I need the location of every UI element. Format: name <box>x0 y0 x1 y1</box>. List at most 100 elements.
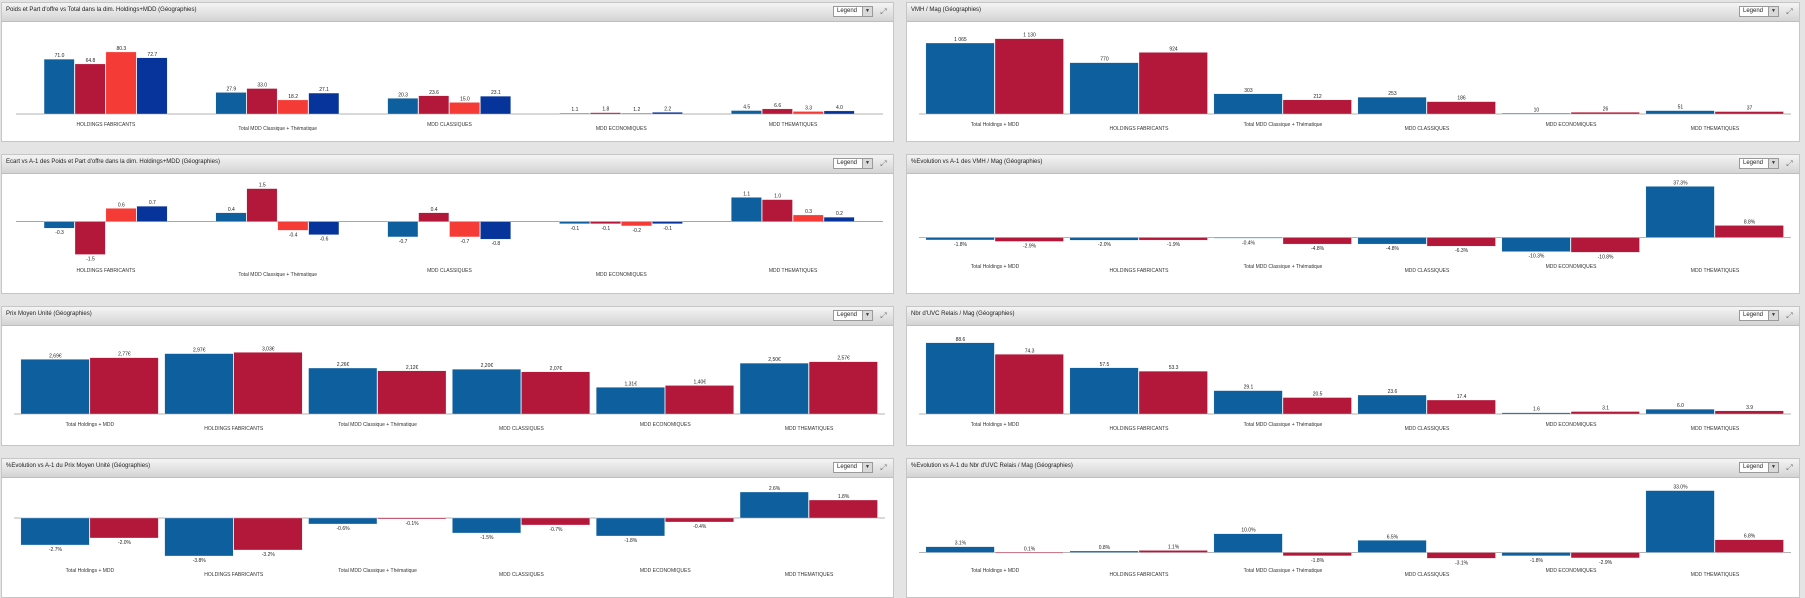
bar[interactable] <box>1714 111 1784 115</box>
bar[interactable] <box>559 113 590 115</box>
bar[interactable] <box>596 387 665 415</box>
bar[interactable] <box>994 552 1064 554</box>
legend-dropdown[interactable]: Legend ▼ <box>1739 310 1779 321</box>
bar[interactable] <box>1357 237 1427 245</box>
bar[interactable] <box>215 92 247 115</box>
bar[interactable] <box>621 112 652 115</box>
bar[interactable] <box>105 208 137 222</box>
bar[interactable] <box>652 112 683 115</box>
expand-icon[interactable]: ⤢ <box>1786 311 1793 320</box>
bar[interactable] <box>1357 540 1427 553</box>
bar[interactable] <box>20 517 90 546</box>
bar[interactable] <box>1645 110 1715 115</box>
bar[interactable] <box>1570 411 1640 415</box>
bar[interactable] <box>89 357 159 415</box>
bar[interactable] <box>1213 533 1283 553</box>
bar[interactable] <box>731 110 762 115</box>
bar[interactable] <box>792 214 824 222</box>
bar[interactable] <box>1645 409 1715 415</box>
bar[interactable] <box>1138 550 1208 553</box>
bar[interactable] <box>164 353 234 415</box>
bar[interactable] <box>1501 237 1571 252</box>
bar[interactable] <box>621 221 652 227</box>
bar[interactable] <box>308 367 378 415</box>
bar[interactable] <box>418 95 450 115</box>
bar[interactable] <box>387 221 419 238</box>
bar[interactable] <box>739 491 809 519</box>
expand-icon[interactable]: ⤢ <box>880 311 887 320</box>
bar[interactable] <box>1138 370 1208 415</box>
bar[interactable] <box>1501 412 1571 415</box>
bar[interactable] <box>308 517 378 525</box>
bar[interactable] <box>1645 186 1715 238</box>
bar[interactable] <box>233 352 303 415</box>
bar[interactable] <box>925 237 995 241</box>
bar[interactable] <box>277 221 309 231</box>
bar[interactable] <box>377 517 447 520</box>
bar[interactable] <box>136 206 168 222</box>
bar[interactable] <box>808 361 878 415</box>
bar[interactable] <box>925 546 995 553</box>
legend-dropdown[interactable]: Legend ▼ <box>1739 462 1779 473</box>
bar[interactable] <box>925 42 995 115</box>
bar[interactable] <box>452 517 521 534</box>
legend-dropdown[interactable]: Legend ▼ <box>833 158 873 169</box>
bar[interactable] <box>1282 99 1352 115</box>
expand-icon[interactable]: ⤢ <box>880 159 887 168</box>
legend-dropdown[interactable]: Legend ▼ <box>1739 6 1779 17</box>
bar[interactable] <box>43 58 75 115</box>
bar[interactable] <box>1426 237 1496 247</box>
bar[interactable] <box>480 221 511 240</box>
bar[interactable] <box>665 385 734 415</box>
bar[interactable] <box>590 112 621 115</box>
legend-dropdown[interactable]: Legend ▼ <box>1739 158 1779 169</box>
bar[interactable] <box>1570 552 1640 559</box>
bar[interactable] <box>246 88 278 115</box>
bar[interactable] <box>925 342 995 415</box>
bar[interactable] <box>994 237 1064 242</box>
bar[interactable] <box>1501 113 1571 115</box>
bar[interactable] <box>480 96 511 115</box>
bar[interactable] <box>1282 397 1352 415</box>
bar[interactable] <box>521 517 591 526</box>
bar[interactable] <box>74 221 106 255</box>
bar[interactable] <box>1069 237 1139 241</box>
bar[interactable] <box>559 221 590 224</box>
bar[interactable] <box>233 517 303 551</box>
bar[interactable] <box>1501 552 1571 557</box>
bar[interactable] <box>1213 237 1283 239</box>
bar[interactable] <box>596 517 665 537</box>
bar[interactable] <box>739 362 809 415</box>
bar[interactable] <box>387 98 419 115</box>
bar[interactable] <box>452 369 521 415</box>
bar[interactable] <box>1714 410 1784 415</box>
bar[interactable] <box>1069 62 1139 115</box>
bar[interactable] <box>1069 550 1139 553</box>
expand-icon[interactable]: ⤢ <box>1786 463 1793 472</box>
expand-icon[interactable]: ⤢ <box>880 7 887 16</box>
bar[interactable] <box>449 102 480 115</box>
bar[interactable] <box>1138 52 1208 115</box>
legend-dropdown[interactable]: Legend ▼ <box>833 462 873 473</box>
bar[interactable] <box>590 221 621 224</box>
bar[interactable] <box>1357 96 1427 115</box>
bar[interactable] <box>762 108 793 115</box>
bar[interactable] <box>1282 552 1352 557</box>
bar[interactable] <box>105 51 137 115</box>
expand-icon[interactable]: ⤢ <box>1786 159 1793 168</box>
bar[interactable] <box>89 517 159 539</box>
bar[interactable] <box>449 221 480 238</box>
legend-dropdown[interactable]: Legend ▼ <box>833 6 873 17</box>
bar[interactable] <box>665 517 734 523</box>
bar[interactable] <box>308 221 340 235</box>
bar[interactable] <box>1213 390 1283 415</box>
bar[interactable] <box>1282 237 1352 245</box>
legend-dropdown[interactable]: Legend ▼ <box>833 310 873 321</box>
bar[interactable] <box>1357 394 1427 415</box>
bar[interactable] <box>377 370 447 415</box>
bar[interactable] <box>1426 399 1496 415</box>
bar[interactable] <box>74 63 106 115</box>
bar[interactable] <box>994 354 1064 415</box>
bar[interactable] <box>1714 225 1784 238</box>
bar[interactable] <box>43 221 75 229</box>
